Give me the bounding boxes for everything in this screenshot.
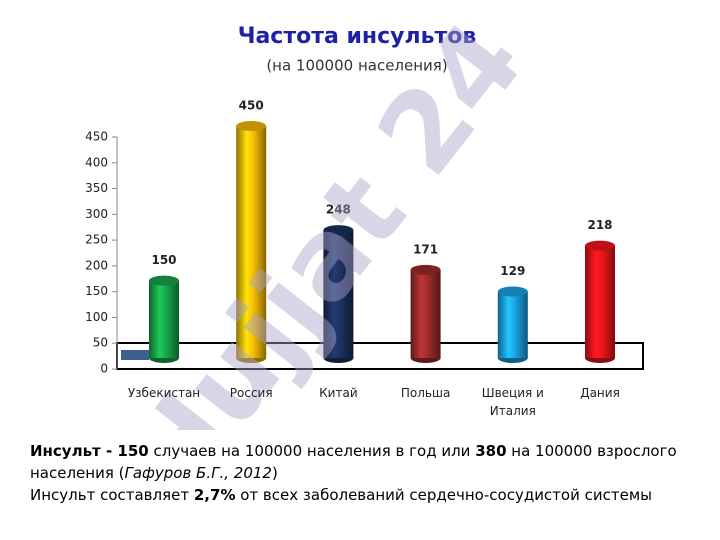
text: 2,7% [193,486,236,504]
y-tick-label: 250 [85,233,108,247]
y-tick-label: 400 [85,155,108,169]
data-label: 218 [587,218,612,232]
y-tick-label: 200 [85,258,108,272]
y-tick-label: 450 [85,130,108,144]
x-tick-label: Китай [319,386,358,400]
x-tick-label: Польша [400,386,451,400]
text: Инсульт - 150 [30,442,149,460]
bar [410,269,441,358]
data-label: 248 [326,203,351,217]
text: ) [271,464,278,482]
x-tick-label: Россия [229,386,273,400]
bar-top [323,225,354,236]
text: Инсульт составляет [30,486,194,504]
data-label: 450 [239,99,264,113]
bar [323,230,354,358]
text: от всех заболеваний сердечно-сосудистой … [235,486,652,504]
bar-top [497,286,528,297]
floor-marker [121,350,149,360]
bar-top [585,240,615,251]
x-tick-label: Дания [580,386,620,400]
bar [149,280,179,358]
y-tick-label: 50 [93,336,108,350]
bar [497,291,528,358]
chart: Частота инсультов (на 100000 населения) … [85,0,644,430]
data-label: 171 [413,242,438,256]
chart-title: Частота инсультов [238,24,477,49]
data-label: 150 [151,253,176,267]
chart-subtitle: (на 100000 населения) [266,57,447,75]
x-tick-label: Узбекистан [127,386,201,400]
text: случаев на 100000 населения в год или [148,442,476,460]
bar-top [410,264,441,275]
text: на 100000 взрослого населения ( [30,442,677,482]
bar [585,245,615,358]
data-label: 129 [500,264,525,278]
y-tick-label: 100 [85,310,108,324]
text: Гафуров Б.Г., 2012 [124,464,272,482]
y-tick-label: 0 [100,362,108,376]
footnote-line: Инсульт составляет 2,7% от всех заболева… [30,484,700,506]
text: 380 [475,442,507,460]
bar-top [149,275,179,286]
x-tick-label: Швеция и Италия [481,386,544,418]
footnote-line: Инсульт - 150 случаев на 100000 населени… [30,440,700,484]
bar-top [236,121,267,131]
y-tick-label: 350 [85,181,108,195]
y-tick-label: 150 [85,284,108,298]
bar [236,126,267,358]
footnote: Инсульт - 150 случаев на 100000 населени… [30,440,700,506]
y-tick-label: 300 [85,207,108,221]
